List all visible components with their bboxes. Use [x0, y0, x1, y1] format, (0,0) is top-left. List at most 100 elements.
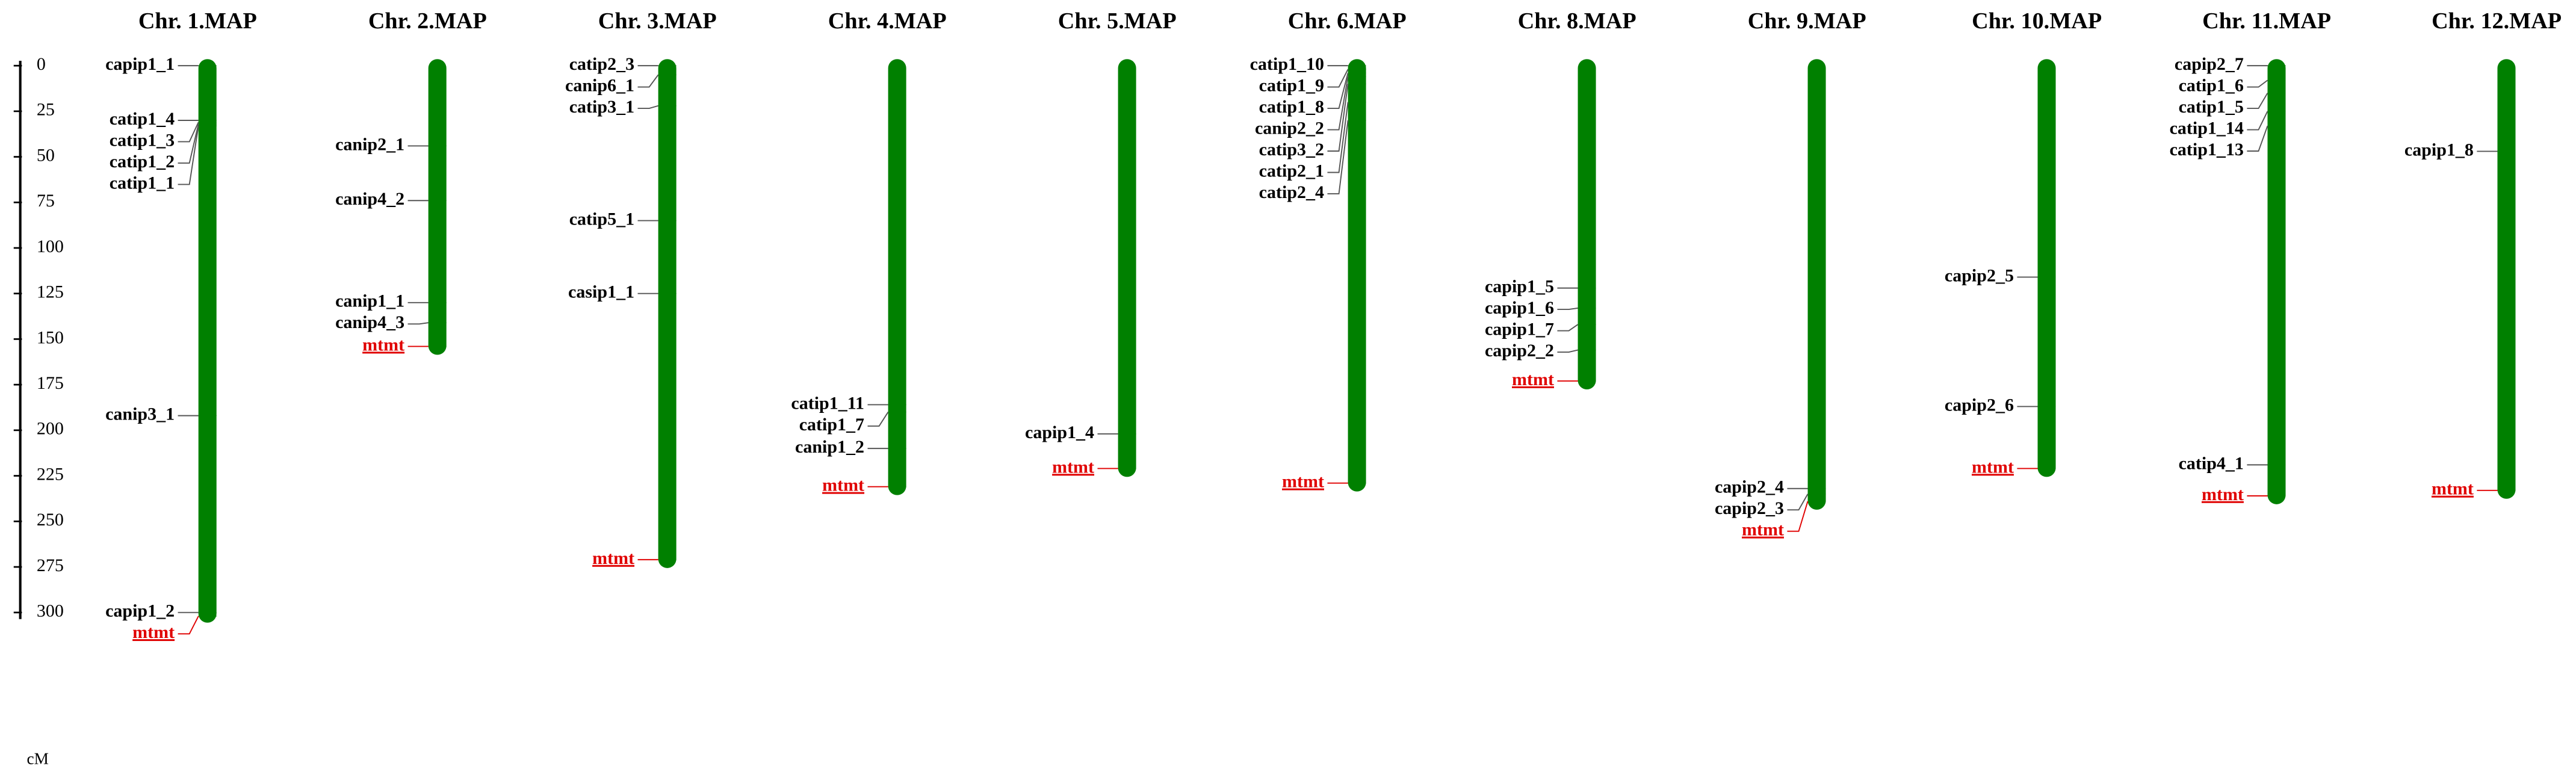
- leader-line: [637, 105, 658, 110]
- marker-label: capip2_4: [1715, 477, 1784, 497]
- marker-label: catip1_11: [791, 393, 864, 413]
- marker-label: canip1_2: [795, 437, 864, 457]
- chromosome-title: Chr. 4.MAP: [828, 8, 947, 34]
- chromosome-title: Chr. 2.MAP: [368, 8, 487, 34]
- chromosome-bar: [198, 59, 217, 623]
- chromosome-title: Chr. 10.MAP: [1972, 8, 2102, 34]
- marker-label: canip4_3: [335, 312, 404, 332]
- y-tick-label: 125: [37, 282, 64, 302]
- leader-line: [867, 412, 889, 427]
- y-tick-label: 300: [37, 601, 64, 621]
- marker-label: mtmt: [1512, 370, 1554, 389]
- leader-line: [1327, 120, 1349, 194]
- leader-line: [178, 125, 199, 185]
- marker-label: capip1_6: [1485, 298, 1554, 318]
- chromosome-title: Chr. 6.MAP: [1288, 8, 1407, 34]
- marker-label: mtmt: [2202, 484, 2244, 504]
- marker-label: capip1_8: [2404, 140, 2474, 159]
- y-tick-label: 0: [37, 54, 46, 74]
- chromosome-bar: [2037, 59, 2056, 477]
- marker-label: catip2_4: [1259, 182, 1324, 202]
- marker-label: capip1_1: [105, 54, 175, 74]
- chromosome-title: Chr. 11.MAP: [2202, 8, 2331, 34]
- marker-label: mtmt: [1282, 472, 1324, 492]
- chromosome-title: Chr. 12.MAP: [2432, 8, 2562, 34]
- marker-label: catip1_9: [1259, 75, 1324, 95]
- marker-label: mtmt: [822, 475, 864, 495]
- marker-label: canip4_2: [335, 189, 404, 209]
- leader-line: [2247, 111, 2268, 131]
- marker-label: casip1_1: [568, 282, 634, 302]
- marker-label: catip5_1: [569, 209, 634, 229]
- leader-line: [1327, 76, 1349, 131]
- marker-label: catip1_13: [2170, 140, 2244, 159]
- leader-line: [178, 122, 199, 143]
- leader-line: [178, 123, 199, 164]
- marker-label: catip2_3: [569, 54, 634, 74]
- chromosome-title: Chr. 1.MAP: [138, 8, 257, 34]
- leader-line: [2247, 79, 2268, 88]
- y-tick-label: 225: [37, 464, 64, 484]
- y-tick-label: 175: [37, 373, 64, 393]
- marker-label: catip1_1: [110, 173, 175, 193]
- marker-label: mtmt: [2432, 479, 2474, 499]
- leader-line: [1327, 84, 1349, 152]
- marker-label: catip1_8: [1259, 97, 1324, 117]
- marker-label: capip1_4: [1025, 422, 1094, 442]
- y-tick-label: 250: [37, 510, 64, 530]
- chromosome-bar: [1577, 59, 1596, 390]
- chromosome-title: Chr. 5.MAP: [1058, 8, 1177, 34]
- leader-line: [178, 616, 199, 635]
- leader-line: [1557, 349, 1578, 353]
- marker-label: canip2_1: [335, 134, 404, 154]
- marker-label: canip3_1: [105, 404, 175, 424]
- chromosome-bar: [1807, 59, 1826, 510]
- marker-label: capip1_5: [1485, 277, 1554, 297]
- marker-label: capip2_5: [1945, 265, 2014, 285]
- leader-line: [2247, 93, 2268, 110]
- marker-label: mtmt: [132, 622, 175, 642]
- marker-label: catip3_1: [569, 97, 634, 117]
- leader-line: [637, 74, 659, 88]
- y-tick-label: 200: [37, 419, 64, 439]
- marker-label: mtmt: [1052, 457, 1094, 477]
- chromosome-bar: [658, 59, 677, 568]
- chromosome-bar: [1118, 59, 1136, 477]
- marker-label: catip1_3: [110, 130, 175, 150]
- leader-line: [2247, 125, 2268, 152]
- leader-line: [1557, 324, 1579, 332]
- marker-label: catip1_10: [1250, 54, 1324, 74]
- marker-label: canip1_1: [335, 291, 404, 311]
- marker-label: canip6_1: [565, 75, 634, 95]
- y-tick-label: 275: [37, 556, 64, 575]
- marker-label: catip1_14: [2170, 118, 2244, 138]
- chromosome-bar: [1348, 59, 1366, 492]
- marker-label: capip2_7: [2175, 54, 2244, 74]
- marker-label: mtmt: [1742, 520, 1784, 540]
- marker-label: mtmt: [592, 548, 634, 568]
- y-tick-label: 150: [37, 327, 64, 347]
- marker-label: capip1_2: [105, 601, 175, 621]
- marker-label: mtmt: [1972, 457, 2014, 477]
- marker-label: canip2_2: [1255, 118, 1324, 138]
- y-tick-label: 50: [37, 145, 55, 165]
- leader-line: [1327, 69, 1349, 88]
- leader-line: [1787, 501, 1809, 532]
- leader-line: [1557, 307, 1578, 311]
- marker-label: catip1_6: [2179, 75, 2244, 95]
- leader-line: [407, 322, 429, 325]
- chromosome-title: Chr. 8.MAP: [1518, 8, 1636, 34]
- y-tick-label: 25: [37, 100, 55, 120]
- chromosome-bar: [2267, 59, 2286, 504]
- chromosome-bar: [888, 59, 906, 495]
- chromosome-title: Chr. 3.MAP: [598, 8, 717, 34]
- marker-label: catip1_4: [110, 109, 175, 129]
- marker-label: capip2_2: [1485, 341, 1554, 361]
- axis-label: cM: [27, 750, 49, 768]
- marker-label: capip2_6: [1945, 395, 2014, 415]
- y-tick-label: 75: [37, 191, 55, 211]
- marker-label: catip1_2: [110, 152, 175, 172]
- leader-line: [1787, 494, 1809, 511]
- marker-label: capip2_3: [1715, 498, 1784, 518]
